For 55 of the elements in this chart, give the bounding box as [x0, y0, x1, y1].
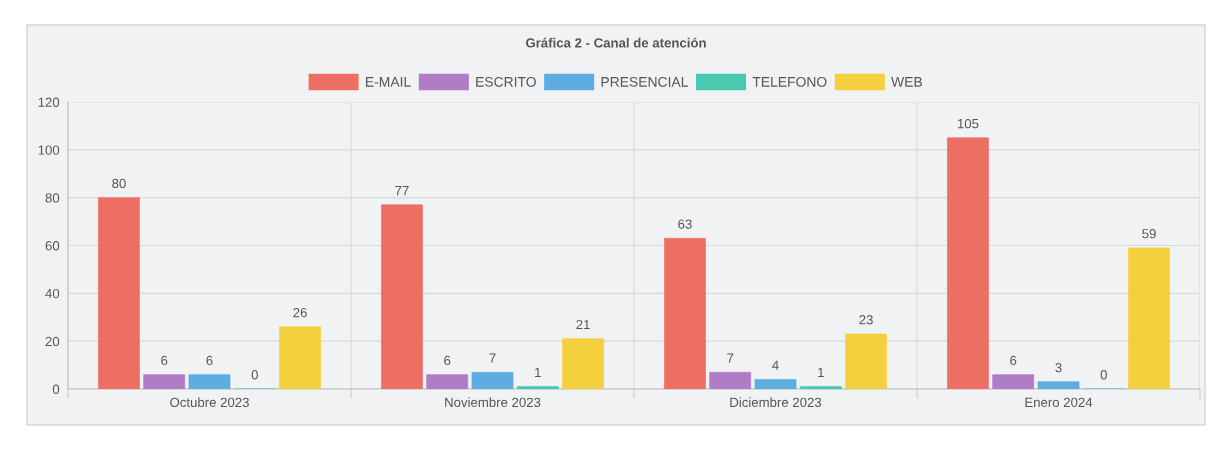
x-tick-label: Enero 2024 — [1025, 397, 1093, 408]
legend-label: TELEFONO — [752, 76, 827, 87]
data-label: 6 — [1010, 355, 1017, 366]
bar — [562, 338, 604, 389]
bar — [279, 326, 321, 389]
data-label: 6 — [206, 355, 213, 366]
data-label: 23 — [859, 315, 873, 325]
bar — [188, 374, 231, 389]
legend-label: E-MAIL — [366, 77, 411, 87]
data-label: 59 — [1142, 229, 1156, 239]
y-tick-label: 80 — [45, 193, 60, 203]
data-label: 63 — [678, 219, 692, 229]
x-tick-label: Noviembre 2023 — [445, 397, 541, 408]
bar — [799, 386, 842, 389]
data-label: 1 — [535, 367, 541, 377]
legend-label: WEB — [891, 77, 922, 87]
data-label: 21 — [576, 319, 590, 330]
data-label: 105 — [957, 118, 979, 129]
bar — [471, 371, 514, 389]
data-label: 26 — [293, 307, 307, 318]
data-label: 4 — [772, 360, 779, 370]
bar — [143, 374, 186, 389]
bar — [947, 137, 989, 389]
bar — [845, 333, 887, 389]
chart-title: Gráfica 2 - Canal de atención — [525, 37, 706, 48]
bar — [1037, 381, 1080, 389]
bar — [664, 237, 706, 389]
data-label: 0 — [1100, 370, 1107, 380]
y-tick-label: 60 — [45, 241, 60, 251]
bar — [98, 197, 140, 389]
data-label: 1 — [818, 367, 824, 377]
bar — [709, 371, 752, 389]
data-label: 6 — [444, 355, 451, 366]
x-tick-label: Octubre 2023 — [170, 397, 249, 408]
y-tick-label: 100 — [38, 145, 60, 155]
data-label: 7 — [489, 353, 496, 363]
data-label: 7 — [727, 353, 734, 363]
bar — [426, 374, 469, 389]
y-tick-label: 40 — [45, 288, 60, 299]
data-label: 77 — [395, 186, 409, 196]
data-label: 3 — [1055, 362, 1062, 373]
legend-label: PRESENCIAL — [601, 76, 688, 87]
data-label: 80 — [112, 178, 126, 189]
y-tick-label: 0 — [52, 384, 60, 394]
bar — [754, 379, 797, 389]
y-tick-label: 20 — [45, 336, 60, 347]
bar — [516, 386, 559, 389]
bar — [1128, 247, 1170, 389]
x-tick-label: Diciembre 2023 — [730, 397, 822, 408]
y-tick-label: 120 — [38, 97, 60, 107]
bar — [381, 204, 423, 389]
bar — [992, 374, 1035, 389]
data-label: 0 — [251, 370, 258, 380]
data-label: 6 — [161, 355, 168, 366]
legend-label: ESCRITO — [476, 76, 536, 87]
